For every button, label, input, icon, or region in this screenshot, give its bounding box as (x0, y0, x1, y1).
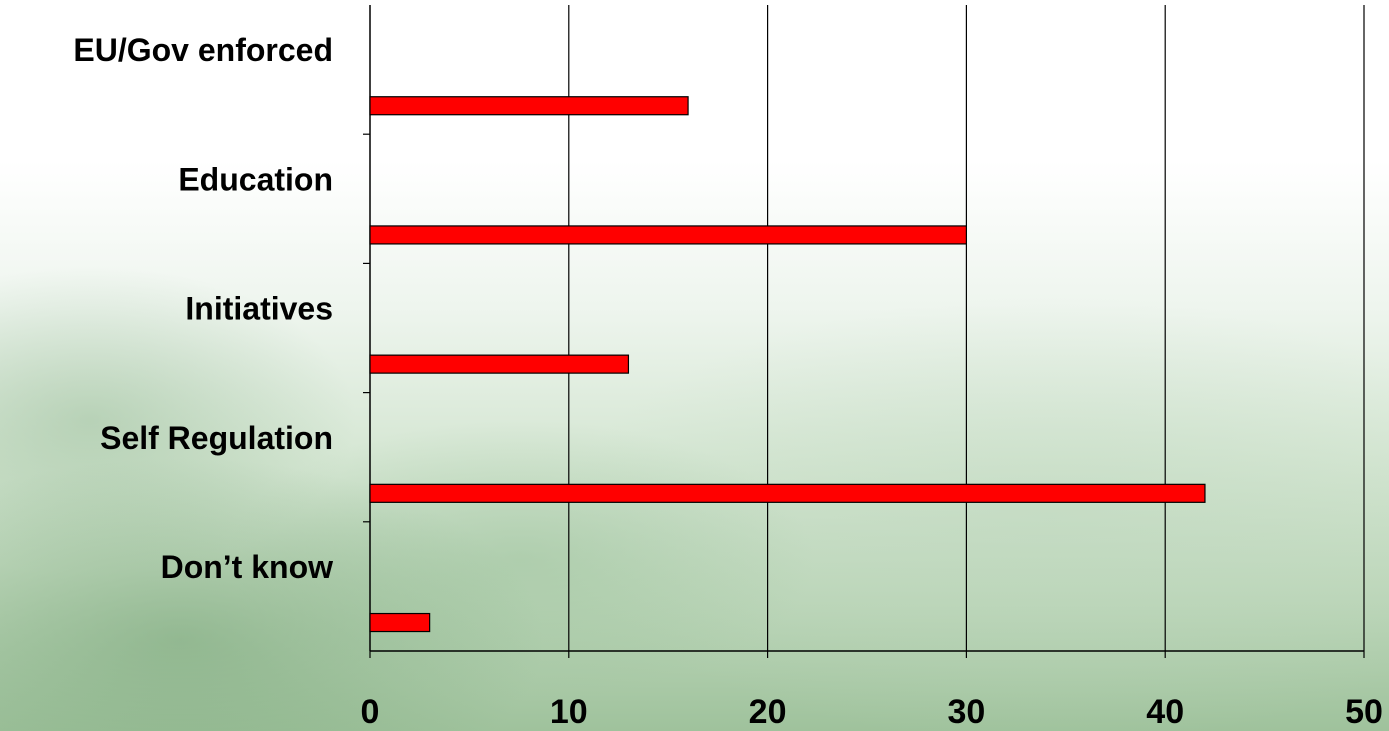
x-tick-label: 10 (550, 693, 588, 731)
category-label: Self Regulation (100, 420, 333, 456)
category-labels: EU/Gov enforced Education Initiatives Self … (73, 32, 333, 585)
category-label: Education (178, 161, 333, 197)
bar (369, 354, 630, 374)
x-tick-label: 40 (1146, 693, 1184, 731)
x-tick-labels: 0 10 20 30 40 50 (361, 693, 1383, 731)
category-label: Initiatives (185, 291, 333, 327)
bar (369, 96, 689, 116)
bar (369, 483, 1206, 503)
category-label: EU/Gov enforced (73, 32, 333, 68)
x-tick-label: 20 (749, 693, 787, 731)
bar (369, 612, 431, 633)
x-tick-label: 50 (1345, 693, 1383, 731)
category-label: Don’t know (161, 549, 334, 585)
bar (369, 225, 968, 245)
x-tick-label: 30 (947, 693, 985, 731)
x-tick-label: 0 (361, 693, 380, 731)
bars (369, 96, 1206, 633)
